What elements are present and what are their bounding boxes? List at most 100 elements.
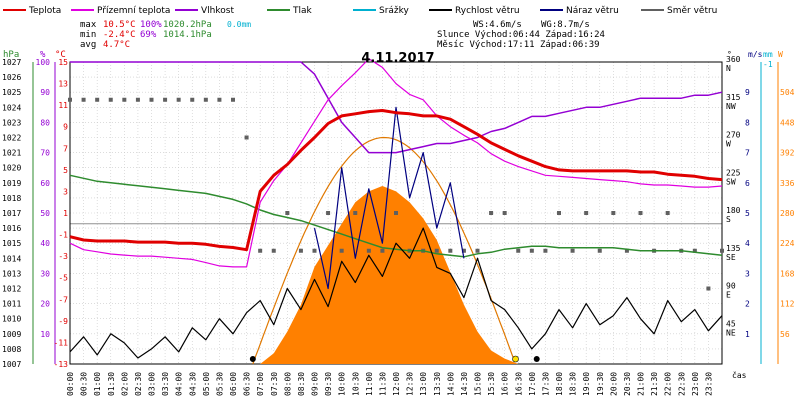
- wind-dir-point: [475, 248, 480, 253]
- series-line-teplota: [69, 109, 723, 252]
- tick-deg: 270: [726, 131, 741, 140]
- tick-w: 448: [780, 118, 795, 127]
- date-title: 4.11.2017: [361, 51, 434, 66]
- wind-dir-point: [461, 248, 466, 253]
- tick-pct: 20: [40, 300, 50, 309]
- tick-deg: 135: [726, 244, 741, 253]
- tick-time: 19:30: [596, 372, 605, 396]
- wind-dir-point: [163, 97, 168, 102]
- tick-dir: N: [726, 64, 731, 73]
- tick-w: 504: [780, 88, 795, 97]
- tick-w: 392: [780, 149, 795, 158]
- tick-w: 280: [780, 209, 795, 218]
- wind-dir-point: [95, 97, 100, 102]
- tick-time: 04:30: [188, 372, 197, 396]
- tick-hpa: 1012: [2, 285, 21, 294]
- solar-area: [70, 186, 722, 364]
- tick-w: 112: [780, 300, 795, 309]
- tick-time: 19:00: [582, 372, 591, 396]
- series-line-rychlost-v-tru: [69, 227, 723, 359]
- tick-ms: 7: [745, 149, 750, 158]
- tick-pct: 60: [40, 179, 50, 188]
- legend-label-3: Tlak: [292, 6, 313, 16]
- wind-dir-point: [271, 248, 276, 253]
- stat-min-temp: -2.4°C: [103, 30, 136, 40]
- tick-time: 10:00: [338, 372, 347, 396]
- tick-dir: E: [726, 291, 731, 300]
- tick-ms: 6: [745, 179, 750, 188]
- tick-dir: NW: [726, 102, 736, 111]
- tick-hpa: 1026: [2, 73, 21, 82]
- wind-dir-point: [557, 211, 561, 215]
- tick-time: 23:30: [704, 372, 713, 396]
- axis-unit-deg: °: [727, 50, 732, 59]
- axis-unit-hpa: hPa: [3, 50, 19, 60]
- sunrise-marker: [249, 356, 256, 362]
- tick-degc: 13: [58, 80, 68, 89]
- wind-dir-point: [298, 248, 303, 253]
- stat-max-rain: 0.0mm: [227, 20, 251, 29]
- wind-dir-point: [258, 248, 263, 253]
- tick-dir: NE: [726, 328, 736, 337]
- tick-hpa: 1024: [2, 103, 21, 112]
- tick-pct: 90: [40, 88, 50, 97]
- stats-block: max 10.5°C 100% 1020.2hPa 0.0mm min -2.4°C 69% 1…: [80, 20, 605, 50]
- tick-deg: 315: [726, 93, 741, 102]
- tick-w: 56: [780, 330, 790, 339]
- wind-dir-point: [285, 211, 290, 215]
- wind-dir-point: [380, 248, 385, 253]
- tick-ms: 9: [745, 88, 750, 97]
- tick-time: 02:30: [134, 372, 143, 396]
- tick-time: 20:00: [609, 372, 618, 396]
- wind-dir-point: [81, 97, 86, 102]
- tick-mm: -1: [763, 60, 773, 69]
- axis-x: 00:00 00:30 01:00 01:30 02:00 02:30 03:00 03:30…: [66, 370, 747, 396]
- tick-w: 224: [780, 239, 795, 248]
- tick-degc: 1: [63, 209, 68, 218]
- tick-ms: 3: [745, 269, 750, 278]
- tick-time: 22:00: [664, 372, 673, 396]
- tick-time: 01:30: [107, 372, 116, 396]
- wind-dir-point: [570, 248, 575, 253]
- wind-dir-point: [135, 97, 140, 102]
- wind-dir-point: [122, 97, 127, 102]
- tick-degc: 7: [63, 144, 68, 153]
- wind-dir-point: [584, 211, 589, 215]
- wind-dir-point: [366, 248, 371, 253]
- tick-time: 12:00: [392, 372, 401, 396]
- wind-dir-point: [203, 97, 208, 102]
- wind-dir-point: [326, 211, 331, 215]
- tick-time: 02:00: [120, 372, 129, 396]
- tick-pct: 30: [40, 269, 50, 278]
- wind-dir-point: [529, 248, 534, 253]
- axes-right: ° m/s mm W360N315NW270W225SW180S135SE90E45N…: [726, 50, 795, 364]
- legend-label-4: Srážky: [379, 6, 410, 16]
- wind-dir-point: [394, 211, 398, 215]
- tick-w: 336: [780, 179, 795, 188]
- tick-time: 09:00: [311, 372, 320, 396]
- tick-degc: -9: [58, 317, 68, 326]
- wind-dir-point: [692, 248, 697, 253]
- tick-time: 12:30: [406, 372, 415, 396]
- stat-ws: WS:4.6m/s: [473, 20, 522, 30]
- tick-hpa: 1019: [2, 179, 21, 188]
- tick-hpa: 1008: [2, 345, 21, 354]
- tick-time: 06:00: [229, 372, 238, 396]
- tick-deg: 225: [726, 168, 741, 177]
- tick-time: 05:30: [215, 372, 224, 396]
- wind-dir-point: [108, 97, 113, 102]
- tick-pct: 70: [40, 149, 50, 158]
- axes-left: hPa% °C1027102610251024102310221021102010…: [2, 50, 68, 369]
- wind-dir-point: [624, 248, 629, 253]
- wind-dir-point: [543, 248, 548, 253]
- tick-hpa: 1022: [2, 134, 21, 143]
- stat-max-label: max: [80, 20, 97, 30]
- axis-unit-ms: m/s: [748, 50, 763, 59]
- tick-time: 23:00: [691, 372, 700, 396]
- tick-degc: 9: [63, 123, 68, 132]
- legend-label-0: Teplota: [28, 6, 61, 16]
- tick-time: 18:30: [569, 372, 578, 396]
- tick-ms: 8: [745, 118, 750, 127]
- tick-ms: 1: [745, 330, 750, 339]
- tick-hpa: 1027: [2, 58, 21, 67]
